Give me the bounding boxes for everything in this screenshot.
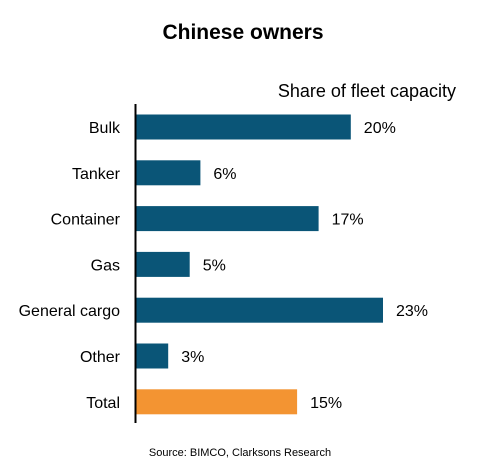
bar-bulk xyxy=(136,114,351,140)
chart-source: Source: BIMCO, Clarksons Research xyxy=(149,447,331,459)
category-label-other: Other xyxy=(80,349,121,366)
bar-container xyxy=(136,206,319,232)
bars-layer: Bulk 20% Tanker 6% Container 17% Gas 5% General … xyxy=(19,114,428,415)
value-label-gas: 5% xyxy=(203,257,226,274)
value-label-bulk: 20% xyxy=(364,120,396,137)
bar-gas xyxy=(136,251,190,277)
chart-subtitle: Share of fleet capacity xyxy=(278,81,456,101)
value-label-other: 3% xyxy=(181,349,204,366)
category-label-gas: Gas xyxy=(91,257,120,274)
category-label-tanker: Tanker xyxy=(72,166,121,183)
bar-total xyxy=(136,389,298,415)
category-label-general-cargo: General cargo xyxy=(19,303,120,320)
bar-tanker xyxy=(136,160,201,186)
category-label-bulk: Bulk xyxy=(89,120,121,137)
value-label-tanker: 6% xyxy=(213,166,236,183)
value-label-total: 15% xyxy=(310,395,342,412)
bar-general-cargo xyxy=(136,297,383,323)
value-label-general-cargo: 23% xyxy=(396,303,428,320)
bar-other xyxy=(136,343,169,369)
chart-title: Chinese owners xyxy=(162,21,323,44)
category-label-container: Container xyxy=(51,212,121,229)
category-label-total: Total xyxy=(86,395,120,412)
value-label-container: 17% xyxy=(332,212,364,229)
